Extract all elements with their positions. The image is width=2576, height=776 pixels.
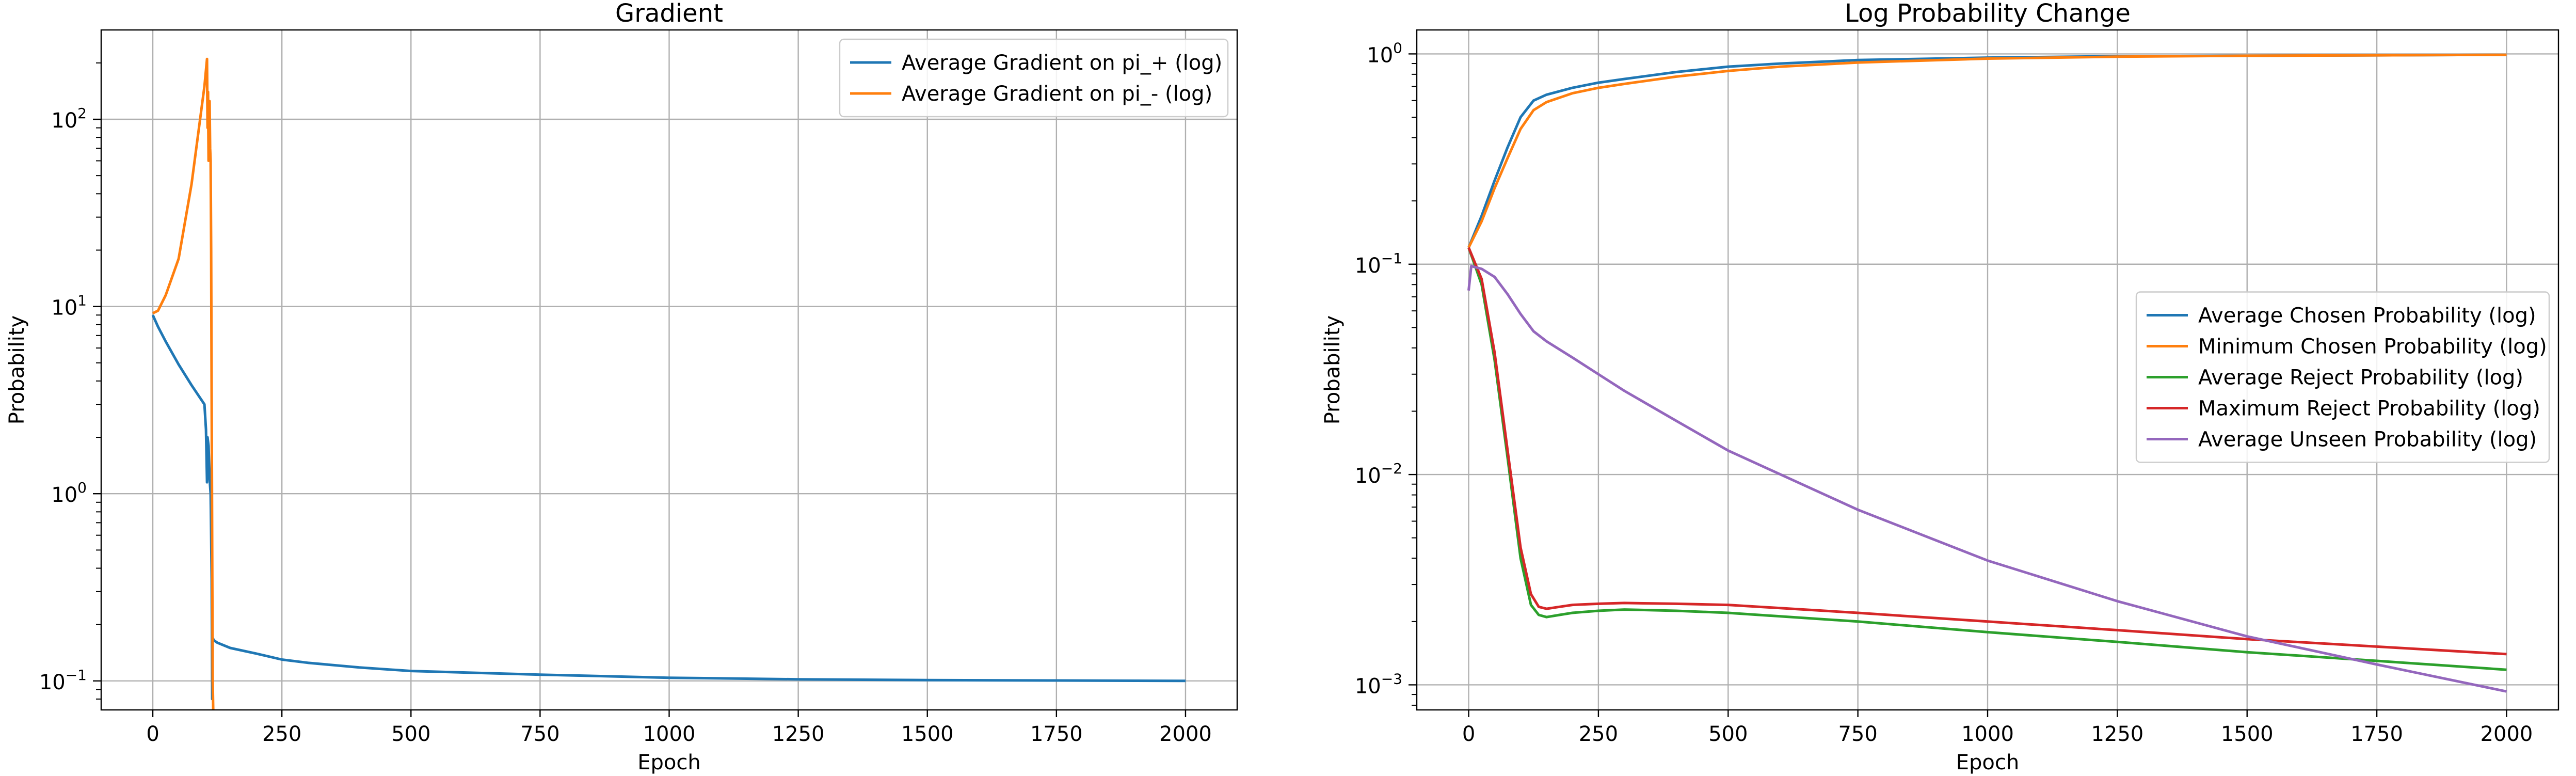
legend: Average Gradient on pi_+ (log) Average Gr… bbox=[839, 38, 1229, 118]
y-tick-exponent: 2 bbox=[77, 105, 87, 122]
legend-label: Minimum Chosen Probability (log) bbox=[2198, 335, 2547, 359]
gradient-panel: 0 250 500 750 1000 1250 1500 1750 200010−1100101… bbox=[5, 0, 1238, 774]
y-tick-label: 10−2 bbox=[1355, 460, 1402, 488]
x-tick-label: 1000 bbox=[1961, 722, 2014, 746]
x-tick-label: 250 bbox=[1579, 722, 1618, 746]
y-tick-label: 10−1 bbox=[39, 667, 87, 694]
series-line-1 bbox=[152, 57, 215, 710]
log-probability-panel: 0 250 500 750 1000 1250 1500 1750 200010−310−210… bbox=[1321, 0, 2559, 774]
y-tick-exponent: 1 bbox=[77, 292, 87, 309]
y-tick-base: 10 bbox=[51, 483, 77, 507]
grid bbox=[1417, 30, 2558, 710]
series-lines bbox=[151, 57, 1186, 710]
y-tick-base: 10 bbox=[51, 109, 77, 133]
y-tick-label: 102 bbox=[51, 105, 87, 133]
x-tick-label: 750 bbox=[1838, 722, 1877, 746]
y-tick-base: 10 bbox=[1355, 674, 1381, 698]
x-tick-label: 250 bbox=[262, 722, 301, 746]
x-tick-label: 750 bbox=[520, 722, 559, 746]
minor-ticks bbox=[96, 62, 101, 700]
legend-label: Average Gradient on pi_- (log) bbox=[902, 82, 1212, 106]
legend-box bbox=[2135, 291, 2550, 463]
y-tick-base: 10 bbox=[1355, 254, 1381, 278]
y-tick-label: 100 bbox=[1367, 39, 1402, 67]
x-tick-label: 500 bbox=[391, 722, 430, 746]
y-tick-exponent: −2 bbox=[1381, 460, 1402, 477]
legend-label: Average Reject Probability (log) bbox=[2198, 366, 2523, 390]
y-tick-base: 10 bbox=[1367, 43, 1393, 67]
y-tick-exponent: 0 bbox=[1393, 39, 1402, 56]
x-tick-label: 1000 bbox=[643, 722, 696, 746]
series-lines bbox=[1467, 53, 2507, 693]
x-tick-label: 2000 bbox=[2481, 722, 2533, 746]
y-tick-label: 100 bbox=[51, 479, 87, 507]
y-axis-label: Probability bbox=[5, 315, 29, 424]
x-tick-label: 1500 bbox=[901, 722, 954, 746]
x-tick-label: 1250 bbox=[772, 722, 825, 746]
minor-ticks bbox=[1412, 63, 1417, 706]
y-tick-label: 10−3 bbox=[1355, 670, 1402, 698]
x-tick-label: 1500 bbox=[2221, 722, 2274, 746]
chart-title: Log Probability Change bbox=[1845, 0, 2131, 28]
series-line-3 bbox=[1467, 247, 2507, 656]
x-tick-label: 500 bbox=[1708, 722, 1748, 746]
y-tick-base: 10 bbox=[51, 296, 77, 320]
y-tick-exponent: −1 bbox=[1381, 250, 1402, 267]
grid bbox=[101, 30, 1237, 710]
x-tick-label: 1750 bbox=[1030, 722, 1083, 746]
x-tick-label: 0 bbox=[146, 722, 159, 746]
y-tick-exponent: −1 bbox=[66, 667, 87, 684]
x-tick-label: 1750 bbox=[2350, 722, 2403, 746]
y-axis-label: Probability bbox=[1321, 315, 1345, 424]
x-axis-label: Epoch bbox=[1956, 751, 2019, 774]
chart-title: Gradient bbox=[615, 0, 723, 28]
y-tick-base: 10 bbox=[39, 671, 66, 694]
x-tick-label: 1250 bbox=[2091, 722, 2143, 746]
legend-box bbox=[839, 38, 1229, 118]
x-tick-label: 0 bbox=[1462, 722, 1475, 746]
legend-label: Average Gradient on pi_+ (log) bbox=[902, 51, 1222, 75]
x-tick-label: 2000 bbox=[1159, 722, 1212, 746]
y-tick-label: 101 bbox=[51, 292, 87, 320]
series-line-1 bbox=[1467, 53, 2507, 248]
legend: Average Chosen Probability (log) Minimum … bbox=[2135, 291, 2550, 463]
y-tick-exponent: 0 bbox=[77, 479, 87, 496]
x-axis-label: Epoch bbox=[637, 751, 700, 774]
y-tick-base: 10 bbox=[1355, 464, 1381, 488]
legend-label: Maximum Reject Probability (log) bbox=[2198, 397, 2540, 421]
legend-label: Average Chosen Probability (log) bbox=[2198, 304, 2536, 328]
y-tick-exponent: −3 bbox=[1381, 670, 1402, 687]
series-line-4 bbox=[1467, 264, 2507, 693]
y-tick-label: 10−1 bbox=[1355, 250, 1402, 278]
legend-label: Average Unseen Probability (log) bbox=[2198, 428, 2537, 452]
